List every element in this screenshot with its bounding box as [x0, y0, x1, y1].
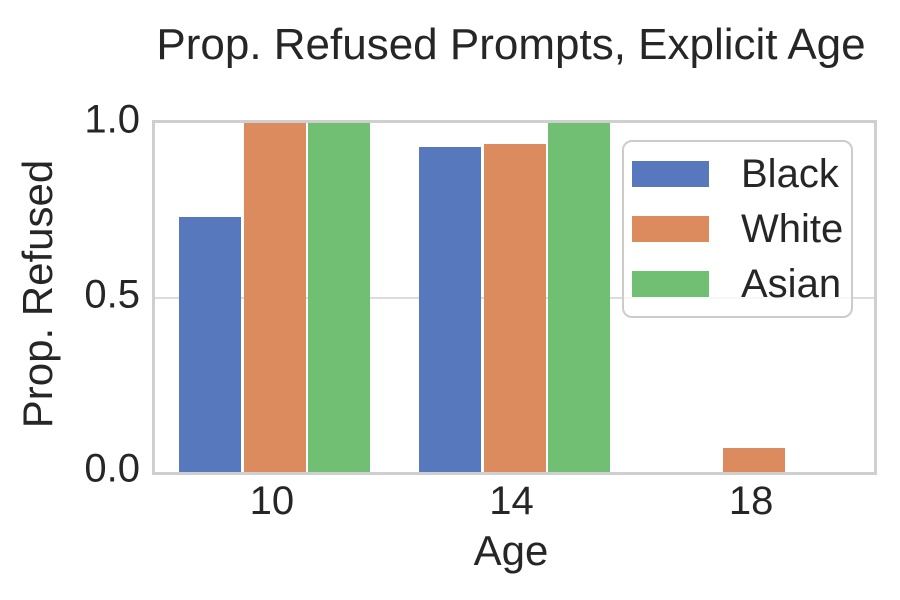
x-tick-label: 14 — [489, 479, 534, 523]
legend-item-white: White — [624, 202, 851, 257]
x-tick-label: 10 — [249, 479, 295, 523]
y-tick-label: 0.5 — [84, 272, 140, 316]
legend-swatch-asian — [632, 271, 709, 297]
bar-white-age-10 — [243, 123, 306, 472]
legend-swatch-white — [632, 216, 709, 242]
legend-item-asian: Asian — [624, 257, 851, 312]
y-axis-ticks: 0.0 0.5 1.0 — [0, 0, 140, 600]
y-tick-label: 1.0 — [84, 97, 140, 142]
legend-label: Asian — [741, 261, 842, 306]
legend-swatch-black — [632, 161, 709, 187]
x-tick-label: 18 — [728, 479, 774, 523]
chart-title: Prop. Refused Prompts, Explicit Age — [156, 20, 866, 69]
bar-black-age-10 — [179, 217, 242, 472]
bar-white-age-14 — [483, 143, 546, 472]
legend-label: Black — [741, 151, 839, 196]
legend-label: White — [741, 206, 844, 251]
y-tick-label: 0.0 — [84, 446, 140, 491]
bar-white-age-18 — [723, 447, 786, 472]
x-axis-label: Age — [473, 527, 549, 574]
bar-asian-age-14 — [548, 123, 610, 472]
bar-black-age-14 — [419, 147, 481, 472]
bar-asian-age-10 — [308, 123, 371, 472]
legend: Black White Asian — [622, 140, 853, 318]
legend-item-black: Black — [624, 147, 851, 202]
